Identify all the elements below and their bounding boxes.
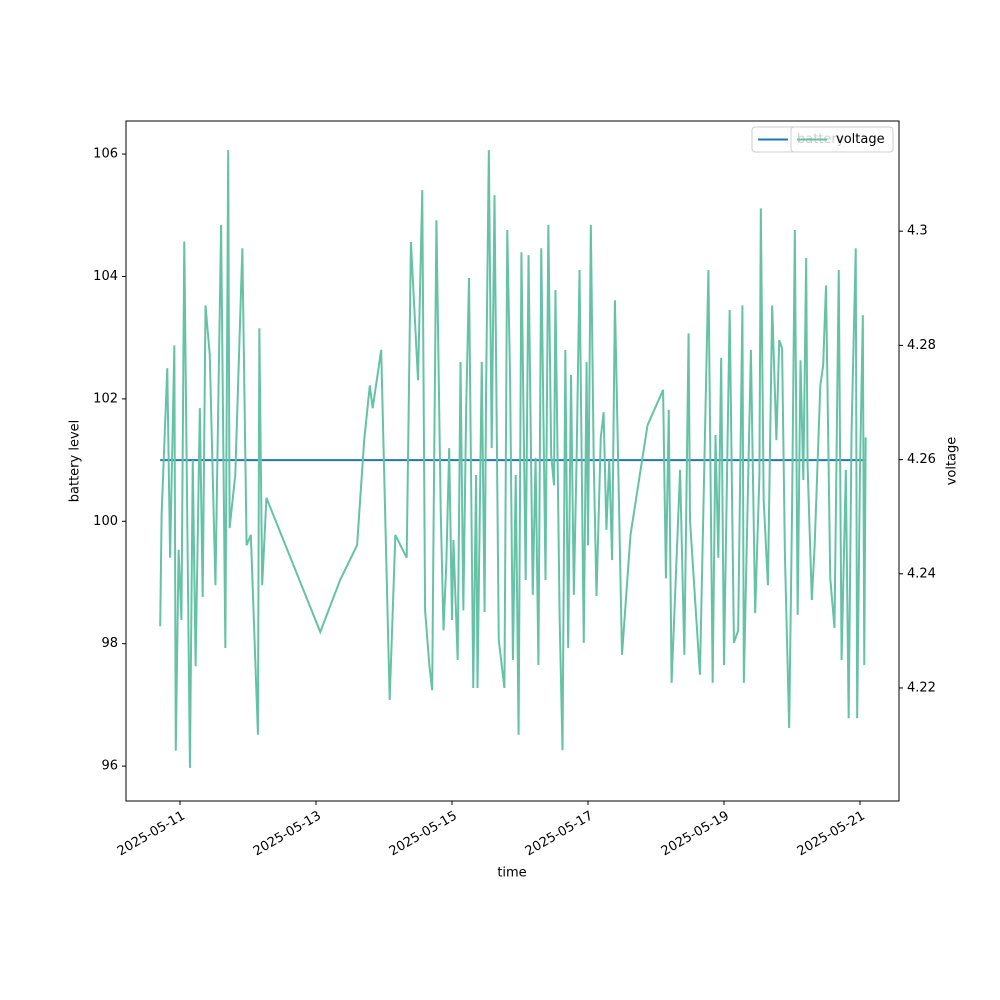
y2-tick-label: 4.22 xyxy=(907,680,936,695)
plot-area xyxy=(159,150,867,768)
y2-tick-label: 4.28 xyxy=(907,338,936,353)
y-tick-label: 100 xyxy=(93,514,118,529)
y-axis-label: battery level xyxy=(68,420,83,503)
x-tick-label: 2025-05-21 xyxy=(795,809,868,860)
y-tick-label: 102 xyxy=(93,391,118,406)
y-tick-label: 106 xyxy=(93,147,118,162)
legend-label: voltage xyxy=(836,132,885,147)
legend-box xyxy=(790,126,894,153)
x-tick-label: 2025-05-11 xyxy=(115,809,188,860)
series-line xyxy=(159,150,867,768)
y2-tick-label: 4.3 xyxy=(907,224,928,239)
axes-frame xyxy=(125,120,900,802)
y-tick-label: 96 xyxy=(101,759,118,774)
y2-tick-label: 4.26 xyxy=(907,452,936,467)
x-tick-label: 2025-05-19 xyxy=(659,809,732,860)
x-tick-label: 2025-05-15 xyxy=(387,809,460,860)
x-tick-label: 2025-05-17 xyxy=(523,809,596,860)
y-tick-label: 104 xyxy=(93,269,118,284)
x-tick-label: 2025-05-13 xyxy=(251,809,324,860)
y2-axis-label: voltage xyxy=(945,437,960,486)
y2-tick-label: 4.24 xyxy=(907,566,936,581)
y-tick-label: 98 xyxy=(101,636,118,651)
x-axis-label: time xyxy=(497,866,526,881)
